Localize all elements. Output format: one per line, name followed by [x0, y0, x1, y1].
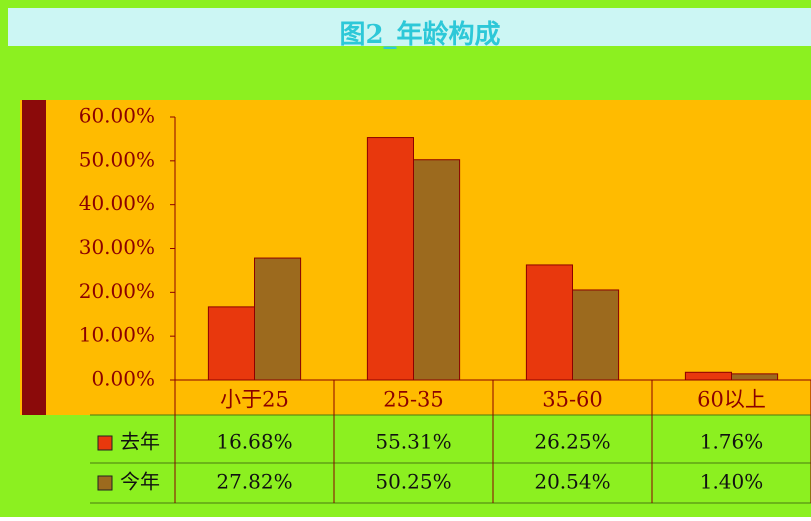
legend-label: 去年 [120, 430, 160, 454]
y-tick-label: 40.00% [79, 191, 155, 215]
y-tick-label: 10.00% [79, 323, 155, 347]
table-value: 55.31% [375, 430, 451, 454]
table-value: 26.25% [534, 430, 610, 454]
bar [684, 371, 733, 381]
bar [254, 257, 302, 381]
legend-swatch [97, 435, 113, 451]
x-tick-label: 35-60 [542, 388, 603, 412]
left-strip [22, 100, 46, 415]
x-tick-label: 小于25 [220, 388, 289, 412]
bar [572, 289, 620, 381]
bar [207, 306, 255, 381]
x-tick-label: 60以上 [697, 388, 766, 412]
bar [525, 264, 574, 381]
y-tick-label: 60.00% [79, 104, 155, 128]
table-value: 20.54% [534, 470, 610, 494]
y-tick-label: 20.00% [79, 279, 155, 303]
y-tick-label: 0.00% [91, 367, 155, 391]
title-band [8, 8, 811, 46]
table-value: 27.82% [216, 470, 292, 494]
bar [413, 159, 461, 381]
table-value: 50.25% [375, 470, 451, 494]
table-value: 16.68% [216, 430, 292, 454]
y-tick-label: 30.00% [79, 235, 155, 259]
legend-label: 今年 [120, 470, 160, 494]
x-tick-label: 25-35 [383, 388, 444, 412]
legend-swatch [97, 475, 113, 491]
y-tick-label: 50.00% [79, 147, 155, 171]
table-value: 1.40% [700, 470, 764, 494]
bar [366, 137, 415, 381]
chart-title: 图2_年龄构成 [339, 19, 500, 50]
table-value: 1.76% [700, 430, 764, 454]
bar [731, 373, 779, 381]
